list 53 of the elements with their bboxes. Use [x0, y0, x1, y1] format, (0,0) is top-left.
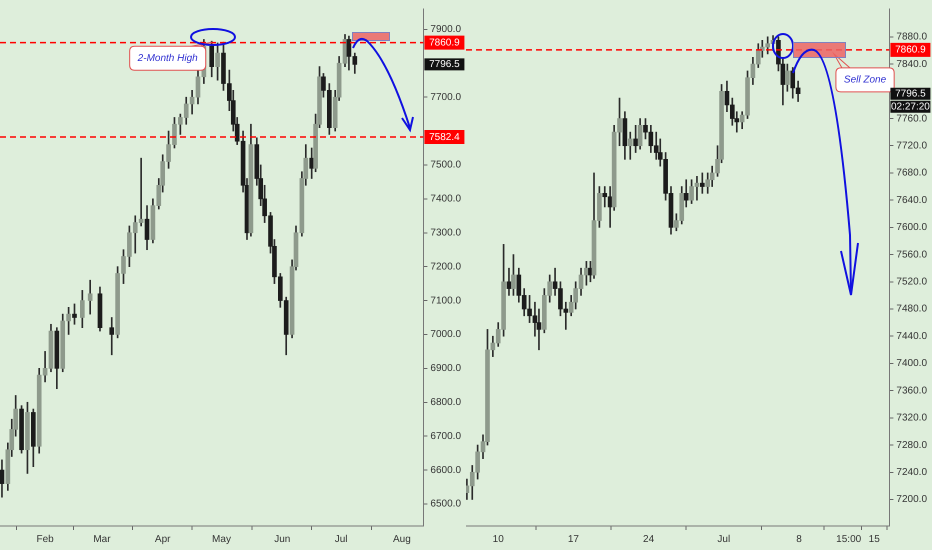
- y-tick-label: 7000.0: [430, 329, 462, 340]
- y-tick-label: 7280.0: [896, 440, 928, 451]
- y-tick-label: 6600.0: [430, 464, 462, 476]
- x-tick-label: May: [212, 534, 231, 545]
- x-tick-label: Jul: [717, 534, 730, 545]
- y-tick-label: 7200.0: [896, 494, 928, 506]
- text: 02:27:20: [890, 101, 930, 112]
- y-tick-label: 7400.0: [896, 358, 928, 370]
- x-tick-label: 10: [492, 534, 504, 545]
- y-tick-label: 7200.0: [430, 261, 462, 272]
- y-tick-label: 7520.0: [896, 276, 928, 288]
- x-tick-label: Apr: [154, 534, 172, 545]
- y-tick-label: 7320.0: [896, 412, 928, 424]
- y-tick-label: 7500.0: [430, 160, 462, 171]
- y-tick-label: 7760.0: [896, 113, 928, 124]
- y-tick-label: 7700.0: [430, 92, 462, 103]
- candlestick: [72, 304, 77, 325]
- y-tick-label: 7300.0: [430, 228, 462, 238]
- x-tick-label: 15: [868, 534, 880, 545]
- y-tick-label: 7400.0: [430, 194, 462, 205]
- x-tick-label: Aug: [392, 534, 411, 545]
- y-tick-label: 7440.0: [896, 330, 928, 342]
- x-tick-label: Jun: [274, 534, 290, 545]
- x-tick-label: Jul: [334, 534, 348, 545]
- text: 7796.5: [895, 88, 926, 100]
- y-tick-label: 7560.0: [896, 249, 928, 260]
- ref-line-label: 7582.4: [429, 132, 460, 143]
- y-tick-label: 7720.0: [896, 140, 928, 152]
- y-tick-label: 6500.0: [430, 498, 462, 510]
- y-tick-label: 7360.0: [896, 385, 928, 396]
- x-tick-label: 17: [568, 534, 580, 545]
- x-tick-label: 24: [643, 534, 655, 545]
- y-tick-label: 7240.0: [896, 467, 928, 478]
- y-tick-label: 7640.0: [896, 194, 928, 206]
- x-tick-label: Mar: [93, 534, 112, 545]
- annotation: 2-Month High: [136, 53, 198, 64]
- y-tick-label: 6900.0: [430, 363, 462, 374]
- y-tick-label: 7840.0: [896, 58, 928, 70]
- x-tick-label: 15:00: [836, 534, 862, 545]
- ref-line-label: 7860.9: [895, 44, 926, 56]
- y-tick-label: 7480.0: [896, 304, 928, 315]
- x-tick-label: 8: [796, 534, 802, 545]
- y-tick-label: 7900.0: [430, 24, 462, 36]
- y-tick-label: 7680.0: [896, 168, 928, 179]
- y-tick-label: 6800.0: [430, 397, 462, 408]
- y-tick-label: 7600.0: [896, 222, 928, 234]
- y-tick-label: 6700.0: [430, 430, 462, 442]
- ref-line-label: 7860.9: [429, 37, 460, 48]
- text: 7796.5: [429, 59, 460, 70]
- y-tick-label: 7880.0: [896, 32, 928, 43]
- x-tick-label: Feb: [36, 534, 54, 545]
- y-tick-label: 7100.0: [430, 295, 462, 306]
- annotation: Sell Zone: [844, 74, 887, 86]
